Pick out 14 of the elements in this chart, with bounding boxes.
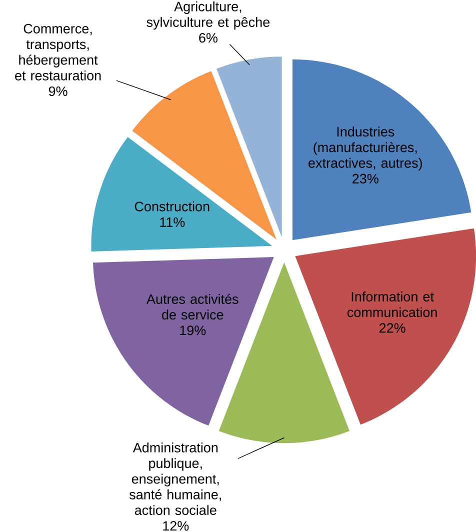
slice-label: Autres activités de service xyxy=(146,294,238,320)
data-label: 19% xyxy=(180,326,206,336)
slice-label: Industries (manufacturières, extractives, autres) xyxy=(308,126,422,170)
slice-label: Administration publique, enseignement, santé humaine, action sociale xyxy=(129,442,221,515)
data-label: 23% xyxy=(352,174,378,184)
data-label: 6% xyxy=(199,33,218,43)
slice-label: Construction xyxy=(134,201,210,212)
data-label: 9% xyxy=(48,86,68,96)
slice-label: Commerce, transports, hébergement et restauration xyxy=(15,24,101,80)
slice-label: Information et communication xyxy=(347,292,437,318)
data-label: 22% xyxy=(379,323,406,333)
data-label: 12% xyxy=(163,521,189,531)
data-label: 11% xyxy=(160,217,185,227)
slice-label: Agriculture, sylviculture et pêche xyxy=(146,1,270,30)
